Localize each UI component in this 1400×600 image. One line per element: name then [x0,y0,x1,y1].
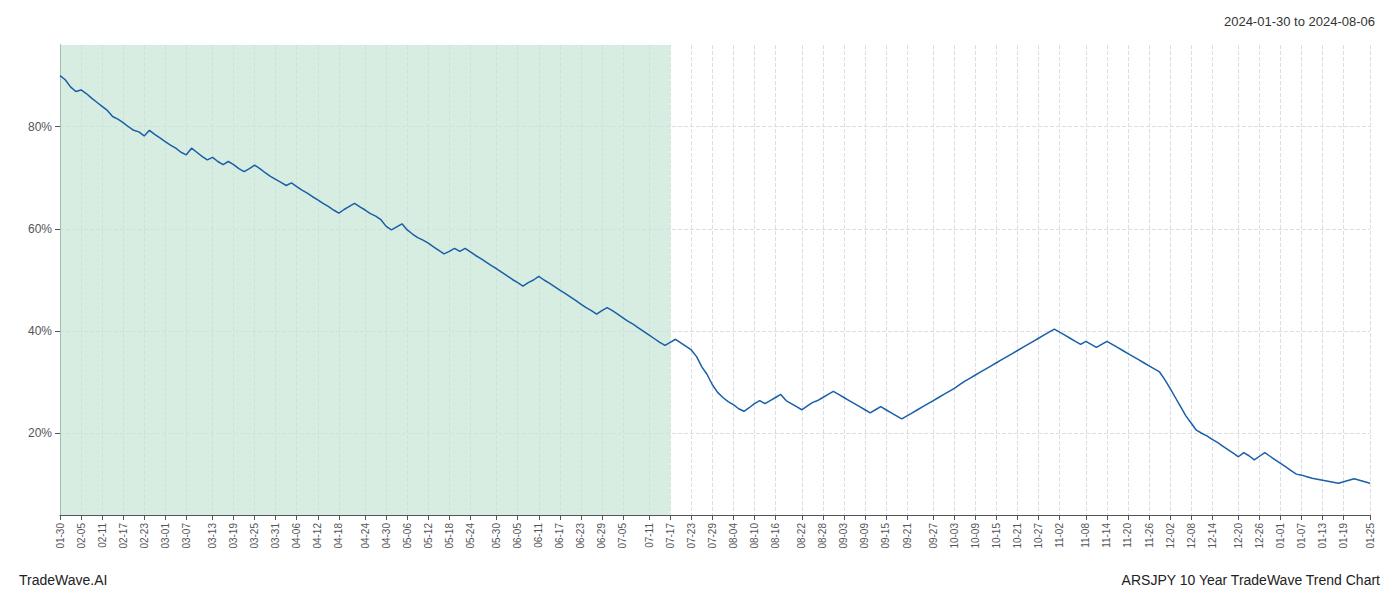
svg-text:12-20: 12-20 [1233,523,1244,549]
svg-text:06-23: 06-23 [575,523,586,549]
svg-text:10-09: 10-09 [970,523,981,549]
svg-text:02-17: 02-17 [118,523,129,549]
svg-text:07-29: 07-29 [707,523,718,549]
svg-text:01-01: 01-01 [1275,523,1286,549]
svg-text:05-18: 05-18 [444,523,455,549]
svg-text:60%: 60% [28,222,52,236]
svg-text:06-29: 06-29 [596,523,607,549]
svg-text:06-17: 06-17 [554,523,565,549]
svg-text:03-19: 03-19 [228,523,239,549]
svg-text:12-08: 12-08 [1186,523,1197,549]
svg-text:20%: 20% [28,426,52,440]
svg-text:07-23: 07-23 [686,523,697,549]
svg-text:08-04: 08-04 [728,523,739,549]
svg-text:04-18: 04-18 [333,523,344,549]
svg-text:09-09: 09-09 [859,523,870,549]
svg-text:11-14: 11-14 [1101,523,1112,548]
svg-text:01-13: 01-13 [1317,523,1328,549]
svg-text:03-13: 03-13 [207,523,218,549]
svg-text:09-21: 09-21 [902,523,913,549]
svg-text:10-27: 10-27 [1033,523,1044,549]
svg-text:40%: 40% [28,324,52,338]
svg-text:11-08: 11-08 [1080,523,1091,548]
svg-text:08-10: 08-10 [749,523,760,549]
svg-text:01-25: 01-25 [1365,523,1376,549]
svg-text:12-14: 12-14 [1207,523,1218,549]
svg-text:TradeWave.AI: TradeWave.AI [19,572,107,588]
svg-text:08-28: 08-28 [817,523,828,549]
svg-text:03-01: 03-01 [160,523,171,549]
svg-text:02-11: 02-11 [97,523,108,548]
svg-text:01-19: 01-19 [1338,523,1349,549]
svg-text:02-05: 02-05 [76,523,87,549]
svg-text:02-23: 02-23 [139,523,150,549]
svg-text:06-05: 06-05 [512,523,523,549]
svg-text:12-26: 12-26 [1254,523,1265,549]
svg-text:10-03: 10-03 [949,523,960,549]
svg-text:04-30: 04-30 [381,523,392,549]
svg-text:03-25: 03-25 [249,523,260,549]
svg-text:05-12: 05-12 [423,523,434,549]
svg-text:03-07: 03-07 [181,523,192,549]
svg-text:08-16: 08-16 [770,523,781,549]
svg-text:10-15: 10-15 [991,523,1002,549]
svg-text:11-20: 11-20 [1122,523,1133,548]
svg-text:06-11: 06-11 [533,523,544,548]
svg-text:09-27: 09-27 [928,523,939,549]
svg-text:04-06: 04-06 [291,523,302,549]
svg-text:07-11: 07-11 [644,523,655,548]
svg-text:09-15: 09-15 [880,523,891,549]
svg-text:05-24: 05-24 [465,523,476,549]
svg-text:10-21: 10-21 [1012,523,1023,549]
svg-text:80%: 80% [28,120,52,134]
svg-text:11-02: 11-02 [1054,523,1065,548]
svg-text:07-05: 07-05 [617,523,628,549]
svg-text:01-30: 01-30 [55,523,66,549]
svg-text:12-02: 12-02 [1165,523,1176,549]
svg-text:01-07: 01-07 [1296,523,1307,549]
svg-text:05-30: 05-30 [491,523,502,549]
svg-text:03-31: 03-31 [270,523,281,549]
svg-text:04-24: 04-24 [360,523,371,549]
svg-text:04-12: 04-12 [312,523,323,549]
svg-text:07-17: 07-17 [665,523,676,549]
svg-text:08-22: 08-22 [796,523,807,549]
svg-text:05-06: 05-06 [402,523,413,549]
svg-text:09-03: 09-03 [838,523,849,549]
svg-text:11-26: 11-26 [1144,523,1155,548]
svg-text:ARSJPY 10 Year TradeWave Trend: ARSJPY 10 Year TradeWave Trend Chart [1122,572,1380,588]
svg-text:2024-01-30 to 2024-08-06: 2024-01-30 to 2024-08-06 [1224,14,1375,29]
